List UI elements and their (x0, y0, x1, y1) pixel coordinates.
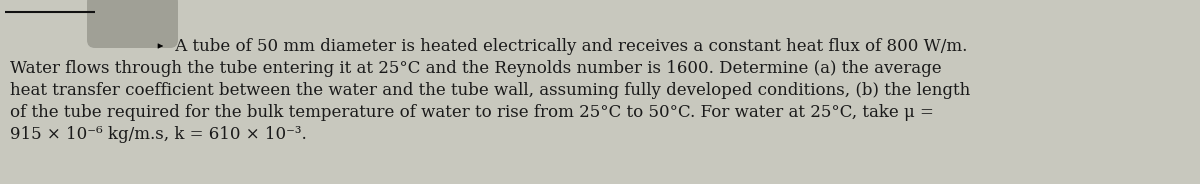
Text: A tube of 50 mm diameter is heated electrically and receives a constant heat flu: A tube of 50 mm diameter is heated elect… (170, 38, 967, 55)
Text: of the tube required for the bulk temperature of water to rise from 25°C to 50°C: of the tube required for the bulk temper… (10, 104, 934, 121)
Text: 915 × 10⁻⁶ kg/m.s, k = 610 × 10⁻³.: 915 × 10⁻⁶ kg/m.s, k = 610 × 10⁻³. (10, 126, 307, 143)
Text: heat transfer coefficient between the water and the tube wall, assuming fully de: heat transfer coefficient between the wa… (10, 82, 971, 99)
FancyBboxPatch shape (88, 0, 178, 48)
Text: Water flows through the tube entering it at 25°C and the Reynolds number is 1600: Water flows through the tube entering it… (10, 60, 942, 77)
